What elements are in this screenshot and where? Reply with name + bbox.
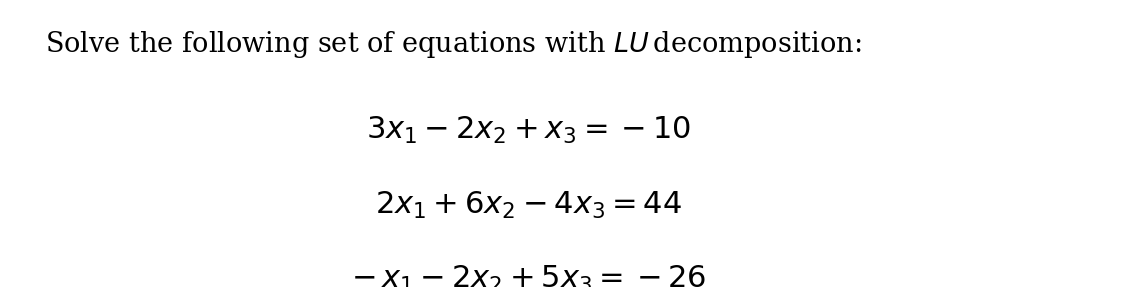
Text: $2x_1 + 6x_2 - 4x_3 = 44$: $2x_1 + 6x_2 - 4x_3 = 44$: [376, 189, 682, 220]
Text: $-\, x_1 - 2x_2 + 5x_3 = -26$: $-\, x_1 - 2x_2 + 5x_3 = -26$: [351, 264, 706, 287]
Text: $3x_1 - 2x_2 + x_3 = -10$: $3x_1 - 2x_2 + x_3 = -10$: [367, 115, 691, 146]
Text: Solve the following set of equations with $\mathit{LU}\,$decomposition:: Solve the following set of equations wit…: [45, 29, 862, 60]
